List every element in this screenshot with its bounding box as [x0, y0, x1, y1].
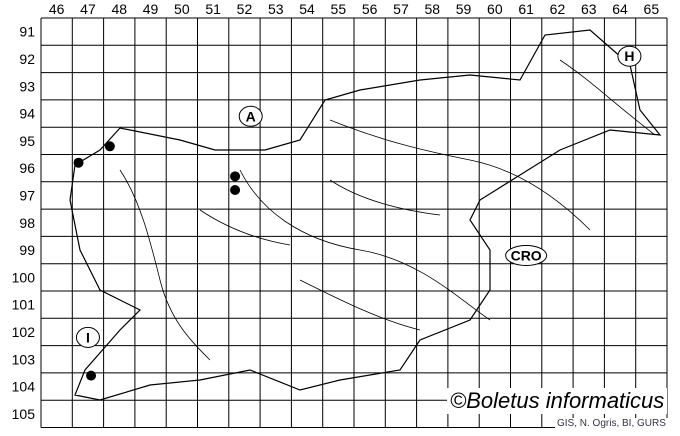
record-dot [86, 370, 97, 381]
column-label: 58 [424, 1, 440, 17]
country-marker [75, 326, 100, 348]
column-label: 49 [143, 1, 159, 17]
column-label: 59 [456, 1, 472, 17]
source-credit: GIS, N. Ogris, BI, GURS [555, 418, 668, 429]
country-marker [617, 45, 642, 67]
country-label: H [624, 48, 634, 64]
column-label: 53 [268, 1, 284, 17]
column-label: 48 [111, 1, 127, 17]
record-dot [73, 157, 84, 168]
row-label: 105 [12, 406, 36, 422]
grid-lines: 46 47 48 49 50 51 52 53 54 55 56 57 58 59 60 61 62 63 64 65… [12, 1, 668, 428]
row-label: 99 [19, 242, 35, 258]
row-label: 95 [19, 133, 35, 149]
rivers [119, 59, 656, 361]
row-label: 102 [12, 324, 36, 340]
country-label: A [246, 108, 256, 124]
row-label: 98 [19, 215, 35, 231]
row-label: 96 [19, 160, 35, 176]
row-label: 101 [12, 297, 36, 313]
column-label: 51 [205, 1, 221, 17]
column-label: 55 [331, 1, 347, 17]
country-marker [505, 245, 548, 267]
country-label: CRO [511, 248, 542, 264]
column-label: 52 [237, 1, 253, 17]
record-dot [230, 171, 241, 182]
column-label: 46 [49, 1, 65, 17]
row-label: 104 [12, 379, 36, 395]
column-label: 57 [393, 1, 409, 17]
country-marker [238, 105, 263, 127]
row-label: 100 [12, 269, 36, 285]
row-label: 92 [19, 51, 35, 67]
column-label: 47 [80, 1, 96, 17]
row-label: 93 [19, 78, 35, 94]
row-label: 94 [19, 106, 35, 122]
column-label: 61 [518, 1, 534, 17]
column-label: 56 [362, 1, 378, 17]
column-label: 65 [644, 1, 660, 17]
row-label: 91 [19, 24, 35, 40]
record-dot [230, 184, 241, 195]
column-label: 63 [581, 1, 597, 17]
row-label: 103 [12, 351, 36, 367]
column-label: 54 [299, 1, 315, 17]
column-label: 64 [612, 1, 628, 17]
copyright-label: ©Boletus informaticus [447, 388, 668, 414]
record-dot [104, 141, 115, 152]
column-label: 60 [487, 1, 503, 17]
country-border [69, 29, 662, 401]
row-label: 97 [19, 187, 35, 203]
country-label: I [86, 329, 90, 345]
column-label: 62 [550, 1, 566, 17]
column-label: 50 [174, 1, 190, 17]
